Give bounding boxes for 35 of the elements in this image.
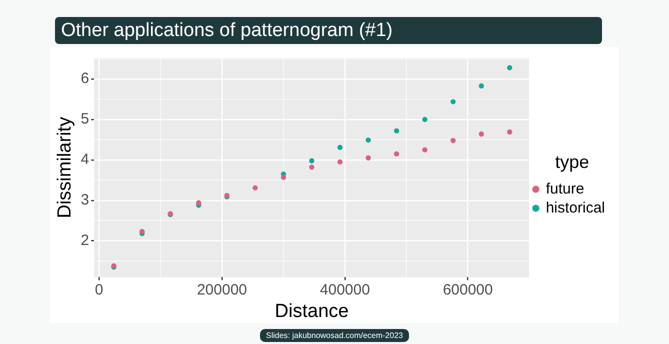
legend-title: type	[555, 152, 590, 172]
point	[507, 129, 512, 135]
x-tick-label: 200000	[196, 281, 248, 298]
text: Slides: jakubnowosad.com/ecem-2023	[260, 329, 409, 342]
legend-label: future	[546, 180, 584, 198]
point	[507, 65, 512, 70]
y-tick-label: 2	[80, 232, 90, 249]
point	[366, 155, 371, 160]
point	[394, 151, 400, 156]
point	[366, 138, 371, 143]
legend-label: historical	[546, 199, 605, 216]
y-tick-label: 5	[80, 110, 90, 128]
point	[478, 131, 484, 137]
chart-title: Other applications of patternogram (#1)	[55, 17, 602, 44]
x-axis-title: Distance	[274, 300, 349, 322]
x-tick-label: 600000	[442, 281, 493, 298]
point	[337, 159, 343, 165]
point	[450, 138, 456, 144]
y-tick-label: 3	[80, 192, 90, 208]
point	[394, 128, 400, 134]
point	[478, 83, 484, 89]
y-tick-label: 6	[80, 70, 90, 88]
point	[280, 174, 286, 180]
point	[337, 144, 343, 150]
point	[196, 200, 202, 206]
y-tick-label: 4	[80, 151, 90, 168]
point	[422, 147, 428, 152]
point	[252, 185, 258, 190]
point	[309, 164, 314, 170]
point	[450, 99, 456, 104]
point	[422, 116, 428, 122]
x-tick-label: 0	[94, 281, 104, 298]
y-axis-title: Dissimilarity	[54, 116, 76, 218]
point	[309, 158, 314, 164]
x-tick-label: 400000	[320, 281, 370, 298]
